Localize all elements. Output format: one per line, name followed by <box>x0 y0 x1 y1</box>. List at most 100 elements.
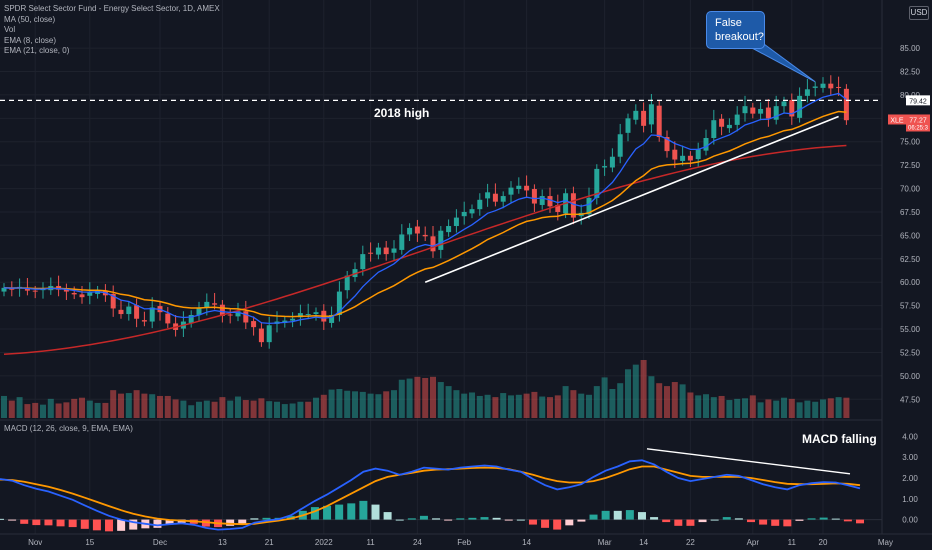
grid <box>0 0 932 534</box>
ema21-line <box>3 110 847 318</box>
candle-body <box>407 227 413 235</box>
volume-bar <box>461 393 468 418</box>
legend-ema21[interactable]: EMA (21, close, 0) <box>4 46 70 55</box>
macd-histogram-bar <box>577 519 586 522</box>
last-price-text: 77.27 <box>909 117 927 124</box>
time-tick-label: 13 <box>218 538 227 547</box>
candle-body <box>547 196 553 207</box>
macd-histogram-bar <box>201 519 210 527</box>
time-tick-label: 22 <box>686 538 695 547</box>
volume-bar <box>149 394 156 418</box>
price-tick-label: 65.00 <box>900 231 921 240</box>
candle-body <box>765 107 771 119</box>
volume-bar <box>547 397 553 418</box>
callout-pointer <box>750 43 816 83</box>
volume-bar <box>203 400 210 418</box>
volume-bar <box>157 395 163 418</box>
macd-histogram-bar <box>165 519 174 525</box>
candle-body <box>391 248 397 253</box>
volume-bar <box>211 401 218 418</box>
volume-bar <box>531 391 538 418</box>
chart-legend: SPDR Select Sector Fund - Energy Select … <box>4 4 220 57</box>
candle-body <box>438 230 444 250</box>
macd-histogram-bar <box>44 519 53 526</box>
macd-histogram-bar <box>347 503 356 520</box>
macd-tick-label: 0.00 <box>902 516 918 525</box>
candle-body <box>227 314 233 316</box>
legend-volume[interactable]: Vol <box>4 25 16 34</box>
candle-body <box>290 318 296 321</box>
volume-bar <box>835 397 842 418</box>
macd-histogram-bar <box>480 517 489 520</box>
candle-body <box>305 314 311 316</box>
price-tick-label: 82.50 <box>900 68 921 77</box>
currency-button[interactable]: USD <box>909 6 929 20</box>
volume-bar <box>749 395 756 418</box>
volume-bar <box>625 369 631 418</box>
volume-bar <box>703 394 709 418</box>
volume-bar <box>523 393 530 418</box>
countdown-text: 06:25:3 <box>908 125 929 131</box>
macd-histogram-bar <box>795 519 804 521</box>
candle-body <box>453 217 459 227</box>
volume-bar <box>695 395 702 418</box>
time-tick-label: 14 <box>522 538 531 547</box>
macd-histogram-bar <box>746 519 755 523</box>
volume-bar <box>55 403 62 418</box>
candle-body <box>843 88 849 121</box>
volume-bar <box>297 401 304 418</box>
time-tick-label: 15 <box>85 538 94 547</box>
legend-ema8[interactable]: EMA (8, close) <box>4 35 57 45</box>
candle-body <box>687 155 693 161</box>
candle-body <box>71 292 77 295</box>
ticker-tag <box>888 114 906 125</box>
symbol-title[interactable]: SPDR Select Sector Fund - Energy Select … <box>4 4 220 13</box>
candle-body <box>297 313 303 318</box>
candle-body <box>219 304 225 316</box>
volume-bar <box>453 390 460 418</box>
volume-bar <box>274 401 280 418</box>
candle-body <box>149 307 155 322</box>
volume-bar <box>242 400 249 418</box>
macd-histogram-bar <box>613 510 622 520</box>
price-tick-label: 52.50 <box>900 348 921 357</box>
volume-bar <box>219 397 226 418</box>
ticker-tag-text: XLE <box>890 117 904 124</box>
macd-legend[interactable]: MACD (12, 26, close, 9, EMA, EMA) <box>4 424 133 433</box>
macd-histogram-bar <box>383 512 392 520</box>
macd-histogram-bar <box>710 519 719 521</box>
volume-bar <box>765 399 772 418</box>
volume-bar <box>313 397 319 418</box>
candle-body <box>141 320 147 322</box>
volume-bar <box>71 398 78 418</box>
macd-histogram-bar <box>807 518 816 520</box>
macd-histogram-bar <box>734 518 743 520</box>
volume-bar <box>383 391 390 418</box>
macd-histogram-bar <box>395 519 404 521</box>
candle-body <box>555 204 561 212</box>
volume-bar <box>734 398 741 418</box>
macd-histogram-bar <box>468 517 477 520</box>
ema8-line <box>3 92 847 325</box>
volume-bar <box>609 389 616 418</box>
volume-bar <box>79 397 85 418</box>
price-tick-label: 72.50 <box>900 161 921 170</box>
candle-body <box>1 287 7 292</box>
candle-body <box>110 293 116 309</box>
volume-bar <box>562 386 569 418</box>
volume-bar <box>757 402 764 418</box>
candle-body <box>703 137 709 151</box>
macd-histogram-bar <box>650 517 659 520</box>
macd-histogram-bar <box>129 519 138 530</box>
volume-bar <box>16 397 23 418</box>
moving-averages <box>0 43 906 356</box>
candle-body <box>758 108 764 114</box>
macd-histogram-bar <box>444 519 453 521</box>
candle-body <box>204 301 210 308</box>
macd-histogram-bar <box>674 519 683 526</box>
candle-body <box>32 290 38 292</box>
macd-pane <box>0 448 882 532</box>
legend-ma50[interactable]: MA (50, close) <box>4 14 56 24</box>
